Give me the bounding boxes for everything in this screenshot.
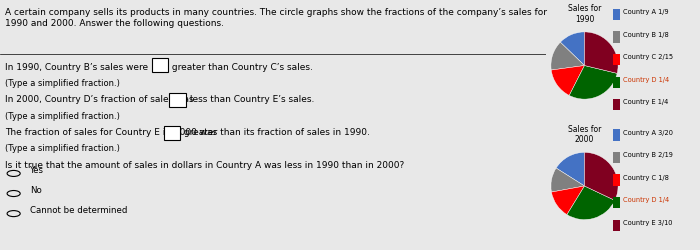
Text: greater than its fraction of sales in 1990.: greater than its fraction of sales in 19… <box>181 128 370 136</box>
Text: Country C 1/8: Country C 1/8 <box>623 174 669 180</box>
Wedge shape <box>584 153 618 200</box>
Text: Country A 3/20: Country A 3/20 <box>623 129 673 135</box>
Wedge shape <box>584 33 618 74</box>
Text: No: No <box>30 185 42 194</box>
Text: Country D 1/4: Country D 1/4 <box>623 76 669 82</box>
Bar <box>612 152 620 164</box>
Text: (Type a simplified fraction.): (Type a simplified fraction.) <box>6 144 120 153</box>
Text: Country A 1/9: Country A 1/9 <box>623 9 668 15</box>
Text: A certain company sells its products in many countries. The circle graphs show t: A certain company sells its products in … <box>6 8 547 28</box>
Wedge shape <box>551 168 584 192</box>
Bar <box>152 59 168 72</box>
Bar <box>612 130 620 141</box>
Text: greater than Country C’s sales.: greater than Country C’s sales. <box>169 62 313 72</box>
Text: Country D 1/4: Country D 1/4 <box>623 196 669 202</box>
Text: Cannot be determined: Cannot be determined <box>30 205 127 214</box>
Text: (Type a simplified fraction.): (Type a simplified fraction.) <box>6 111 120 120</box>
Text: Country E 3/10: Country E 3/10 <box>623 219 673 225</box>
Text: (Type a simplified fraction.): (Type a simplified fraction.) <box>6 79 120 88</box>
Wedge shape <box>560 33 584 66</box>
Title: Sales for
2000: Sales for 2000 <box>568 124 601 144</box>
Text: Is it true that the amount of sales in dollars in Country A was less in 1990 tha: Is it true that the amount of sales in d… <box>6 160 405 169</box>
Bar <box>612 175 620 186</box>
Bar <box>612 55 620 66</box>
Wedge shape <box>567 186 615 220</box>
Bar <box>612 32 620 44</box>
Wedge shape <box>569 66 617 100</box>
Bar <box>612 100 620 111</box>
Text: Country E 1/4: Country E 1/4 <box>623 99 668 105</box>
Bar <box>612 77 620 88</box>
Text: Yes: Yes <box>30 165 44 174</box>
Text: Country B 1/8: Country B 1/8 <box>623 32 668 38</box>
Wedge shape <box>551 66 584 96</box>
Text: In 1990, Country B’s sales were: In 1990, Country B’s sales were <box>6 62 151 72</box>
Text: less than Country E’s sales.: less than Country E’s sales. <box>187 95 314 104</box>
Bar <box>612 220 620 231</box>
Title: Sales for
1990: Sales for 1990 <box>568 4 601 24</box>
Bar <box>164 126 180 140</box>
Bar <box>612 10 620 21</box>
Text: The fraction of sales for Country E in 2000 was: The fraction of sales for Country E in 2… <box>6 128 220 136</box>
Text: Country C 2/15: Country C 2/15 <box>623 54 673 60</box>
Bar <box>612 197 620 208</box>
Wedge shape <box>556 153 584 186</box>
Wedge shape <box>551 43 584 71</box>
Text: Country B 2/19: Country B 2/19 <box>623 152 673 158</box>
Wedge shape <box>552 186 584 215</box>
Bar <box>169 94 186 108</box>
Text: In 2000, Country D’s fraction of sales was: In 2000, Country D’s fraction of sales w… <box>6 95 197 104</box>
